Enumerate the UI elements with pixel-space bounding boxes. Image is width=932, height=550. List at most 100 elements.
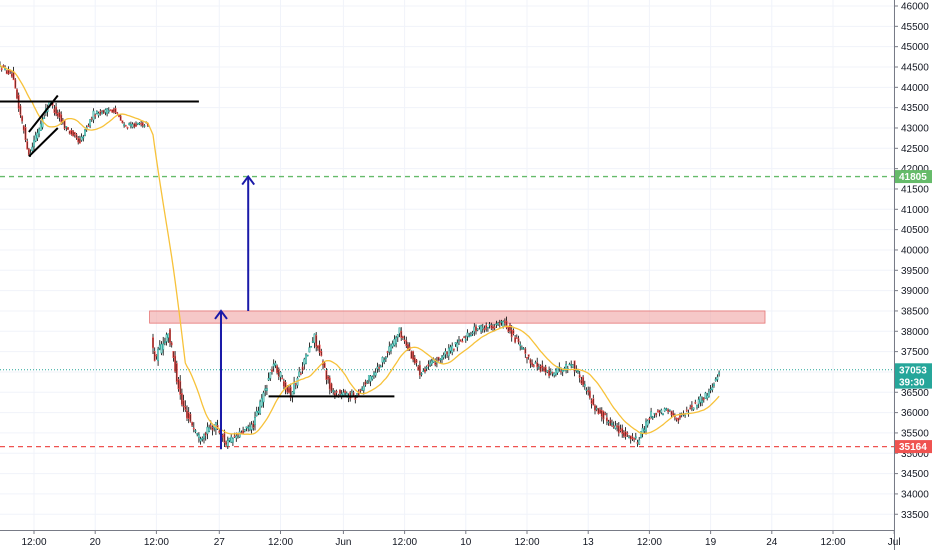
candle-body	[116, 112, 119, 114]
candle-body	[233, 435, 236, 438]
candle-body	[560, 370, 562, 373]
price-tick-label: 36000	[901, 408, 929, 419]
candle-body	[19, 105, 22, 116]
candle-body	[509, 324, 511, 331]
candle-body	[135, 123, 137, 127]
resistance-zone	[149, 310, 766, 324]
candle-body	[58, 111, 61, 118]
price-tick-label: 43000	[901, 123, 929, 134]
candle-body	[614, 425, 617, 429]
price-tick-label: 35000	[901, 449, 929, 460]
candle-body	[344, 390, 347, 393]
candle-body	[605, 417, 608, 422]
candle-body	[221, 435, 224, 438]
price-tick-label: 40500	[901, 225, 929, 236]
candle-body	[395, 337, 398, 344]
candle-body	[463, 336, 466, 339]
candle-body	[546, 369, 549, 373]
candle-body	[308, 347, 311, 353]
candle-body	[301, 366, 304, 371]
candle-body	[699, 396, 702, 403]
candle-body	[617, 425, 620, 434]
price-tick-label: 37500	[901, 347, 929, 358]
candle-body	[277, 369, 280, 377]
candle-body	[87, 125, 90, 127]
candle-body	[582, 376, 585, 386]
price-tick-label: 42000	[901, 164, 929, 175]
candle-body	[169, 329, 171, 343]
candle-body	[469, 334, 472, 337]
candle-body	[180, 393, 183, 405]
candle-body	[157, 348, 160, 362]
candle-body	[136, 122, 139, 125]
candle-body	[497, 322, 500, 325]
candle-body	[522, 348, 525, 350]
candle-body	[264, 388, 267, 391]
price-axis[interactable]: 3350034000345003500035500360003650037000…	[894, 0, 932, 550]
time-tick-label: 24	[766, 537, 778, 548]
candle-body	[639, 431, 642, 439]
candle-body	[179, 380, 182, 395]
plot-background	[0, 0, 894, 530]
price-tick-label: 39000	[901, 286, 929, 297]
candle-body	[39, 123, 42, 131]
price-tick-label: 38500	[901, 306, 929, 317]
candle-body	[89, 119, 92, 127]
candle-body	[282, 381, 285, 387]
candle-body	[548, 370, 551, 377]
candle-body	[299, 373, 302, 375]
candle-body	[22, 125, 25, 131]
candle-body	[587, 390, 590, 393]
candle-body	[690, 405, 693, 408]
candle-body	[602, 411, 605, 420]
price-tick-label: 45500	[901, 22, 929, 33]
candle-body	[192, 427, 195, 430]
candle-body	[629, 435, 632, 440]
candle-body	[63, 120, 66, 129]
candle-body	[434, 362, 437, 365]
candle-body	[578, 374, 581, 378]
candle-body	[461, 340, 464, 343]
candle-body	[143, 125, 146, 127]
candle-body	[265, 388, 268, 391]
candle-body	[634, 436, 637, 439]
candle-body	[405, 340, 408, 347]
candle-body	[78, 138, 81, 144]
candle-body	[325, 370, 328, 380]
price-tick-label: 40000	[901, 245, 929, 256]
candle-body	[714, 379, 717, 382]
candle-body	[565, 363, 568, 371]
candle-body	[599, 409, 602, 414]
time-axis[interactable]: 12:00 20 12:00 27 12:00 Jun 12:00 10 12:00 13 12:0…	[0, 530, 901, 550]
moving-average-line	[0, 64, 720, 436]
candle-body	[383, 359, 386, 363]
candle-body	[384, 357, 387, 360]
time-tick-label: 12:00	[392, 537, 417, 548]
candle-body	[444, 351, 447, 355]
candle-body	[196, 433, 199, 435]
candle-body	[371, 376, 374, 380]
candle-body	[668, 409, 671, 411]
candle-body	[475, 326, 477, 332]
candle-body	[335, 390, 338, 393]
candle-body	[267, 377, 270, 381]
price-tick-label: 36500	[901, 388, 929, 399]
candle-body	[90, 118, 93, 120]
candle-body	[702, 397, 705, 400]
candle-body	[539, 366, 542, 372]
candle-body	[73, 131, 76, 135]
candle-body	[362, 385, 365, 391]
trendline	[28, 127, 59, 158]
price-tick-label: 46000	[901, 2, 929, 13]
candle-body	[541, 364, 544, 369]
candle-body	[492, 326, 494, 329]
candle-body	[104, 109, 107, 113]
candle-body	[141, 122, 144, 127]
horizontal-levels	[0, 175, 894, 448]
candle-body	[31, 146, 34, 152]
candle-body	[514, 337, 517, 343]
candle-body	[204, 432, 207, 436]
candle-body	[43, 117, 46, 119]
candle-body	[413, 357, 416, 364]
